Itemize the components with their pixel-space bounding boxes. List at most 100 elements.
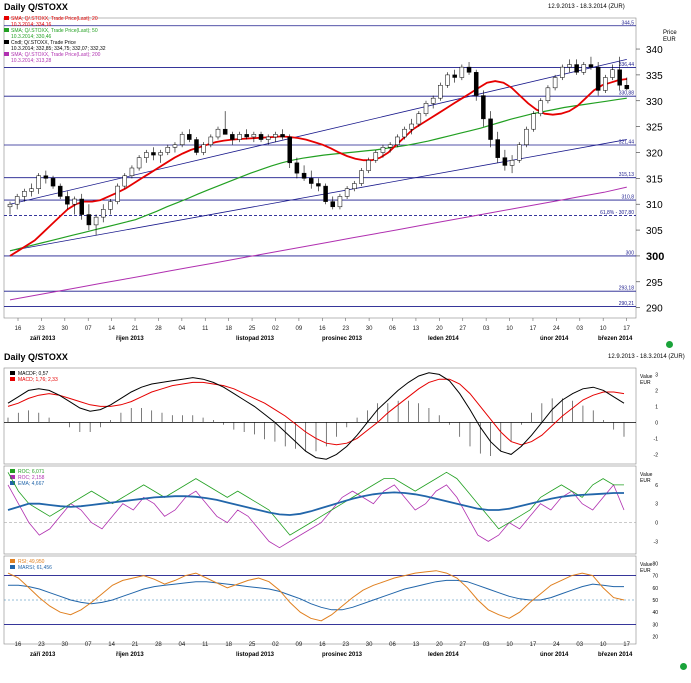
y-tick-label: 330 bbox=[646, 97, 663, 108]
axis-unit: EUR bbox=[640, 478, 651, 484]
candle-body bbox=[423, 103, 429, 114]
axis-unit: EUR bbox=[640, 568, 651, 574]
legend-entry[interactable]: Cndl; Q/.STOXX, Trade Price bbox=[4, 40, 106, 46]
candle-body bbox=[588, 64, 594, 68]
candle-body bbox=[617, 69, 622, 86]
x-tick-label: 06 bbox=[389, 642, 396, 648]
macd-signal-line bbox=[7, 378, 625, 446]
candle-body bbox=[93, 216, 99, 226]
status-dot-lower[interactable] bbox=[680, 663, 687, 670]
level-label: 290,21 bbox=[619, 301, 635, 307]
candle-body bbox=[86, 214, 92, 226]
price-legend: SMA; Q/.STOXX, Trade Price(Last); 20 10.3… bbox=[4, 16, 106, 64]
candle-body bbox=[79, 198, 84, 215]
month-label: prosinec 2013 bbox=[322, 652, 363, 658]
candle-body bbox=[201, 144, 206, 153]
candle-body bbox=[603, 77, 608, 91]
x-tick-label: 27 bbox=[459, 642, 466, 648]
candle-body bbox=[57, 185, 63, 197]
x-tick-label: 02 bbox=[272, 642, 279, 648]
sma50-line bbox=[9, 97, 627, 252]
candle-body bbox=[387, 144, 393, 148]
y-tick-label: 300 bbox=[646, 251, 664, 263]
candle-body bbox=[495, 139, 500, 158]
status-dot-upper[interactable] bbox=[666, 341, 673, 348]
candle-body bbox=[100, 209, 106, 218]
candle-body bbox=[323, 185, 328, 202]
y-tick-label: 2 bbox=[655, 388, 658, 394]
lower-chart-title: Daily Q/STOXX bbox=[4, 352, 68, 362]
x-tick-label: 16 bbox=[319, 326, 326, 332]
candle-body bbox=[445, 74, 450, 86]
x-tick-label: 20 bbox=[436, 326, 443, 332]
candle-body bbox=[352, 183, 357, 189]
month-label: leden 2014 bbox=[428, 336, 459, 342]
candle-body bbox=[251, 134, 257, 138]
candle-body bbox=[165, 147, 171, 153]
month-label: říjen 2013 bbox=[116, 336, 144, 342]
x-tick-label: 21 bbox=[132, 326, 139, 332]
candle-body bbox=[215, 128, 221, 138]
sma20-line bbox=[9, 78, 627, 257]
indicator-plot-area bbox=[3, 465, 637, 555]
axis-title: Value bbox=[640, 472, 653, 478]
legend-entry[interactable]: SMA; Q/.STOXX, Trade Price(Last); 20 bbox=[4, 16, 106, 22]
x-tick-label: 16 bbox=[15, 326, 22, 332]
indicator-plot-area bbox=[3, 367, 637, 465]
candle-body bbox=[237, 134, 242, 140]
y-tick-label: 30 bbox=[652, 622, 658, 628]
month-label: březen 2014 bbox=[598, 336, 633, 342]
price-chart[interactable]: 16 23 30 07 14 21 28 04 11 18 25 02 09 16 23 30 06 13 20 27… bbox=[0, 12, 691, 348]
candle-body bbox=[144, 152, 149, 158]
legend-value: 10.3.2014; 330,46 bbox=[11, 34, 52, 40]
candle-body bbox=[459, 66, 465, 78]
candle-body bbox=[330, 201, 336, 208]
candle-body bbox=[43, 175, 49, 179]
candle-body bbox=[366, 159, 371, 171]
y-tick-label: 1 bbox=[655, 404, 658, 410]
candle-body bbox=[344, 188, 350, 197]
candle-body bbox=[36, 175, 41, 189]
x-tick-label: 17 bbox=[623, 326, 630, 332]
y-tick-label: 80 bbox=[652, 561, 658, 567]
candle-body bbox=[610, 69, 615, 78]
legend-swatch bbox=[10, 377, 15, 381]
legend-swatch bbox=[10, 481, 15, 485]
level-label: 61,8% - 307,80 bbox=[600, 210, 634, 216]
x-tick-label: 20 bbox=[436, 642, 443, 648]
candle-body bbox=[524, 128, 529, 145]
month-label: prosinec 2013 bbox=[322, 336, 363, 342]
price-axis-unit: Price bbox=[663, 30, 677, 36]
level-label: 330,88 bbox=[619, 91, 635, 97]
candle-body bbox=[516, 144, 522, 161]
legend-label: EMA; 4,667 bbox=[18, 481, 44, 487]
x-tick-label: 17 bbox=[530, 642, 537, 648]
y-tick-label: 0 bbox=[655, 521, 658, 527]
y-tick-label: 40 bbox=[652, 610, 658, 616]
candle-body bbox=[50, 178, 56, 187]
candle-body bbox=[545, 87, 551, 102]
x-tick-label: 03 bbox=[576, 326, 583, 332]
y-tick-label: 325 bbox=[646, 123, 663, 134]
x-tick-label: 17 bbox=[623, 642, 630, 648]
y-tick-label: 310 bbox=[646, 200, 663, 211]
x-tick-label: 23 bbox=[342, 326, 349, 332]
candle-body bbox=[373, 152, 379, 161]
x-tick-label: 23 bbox=[38, 642, 45, 648]
candle-body bbox=[308, 178, 314, 184]
candle-body bbox=[438, 84, 443, 99]
x-tick-label: 07 bbox=[85, 326, 92, 332]
x-tick-label: 10 bbox=[600, 642, 607, 648]
candle-body bbox=[158, 152, 163, 156]
month-label: září 2013 bbox=[30, 652, 56, 658]
x-tick-label: 09 bbox=[296, 326, 303, 332]
legend-entry[interactable]: SMA; Q/.STOXX, Trade Price(Last); 200 bbox=[4, 52, 106, 58]
x-tick-label: 23 bbox=[38, 326, 45, 332]
x-tick-label: 10 bbox=[506, 326, 513, 332]
legend-label: SMA; Q/.STOXX, Trade Price(Last); 20 bbox=[11, 16, 98, 22]
legend-entry[interactable]: SMA; Q/.STOXX, Trade Price(Last); 50 bbox=[4, 28, 106, 34]
candle-body bbox=[115, 185, 120, 202]
candle-body bbox=[416, 113, 422, 125]
